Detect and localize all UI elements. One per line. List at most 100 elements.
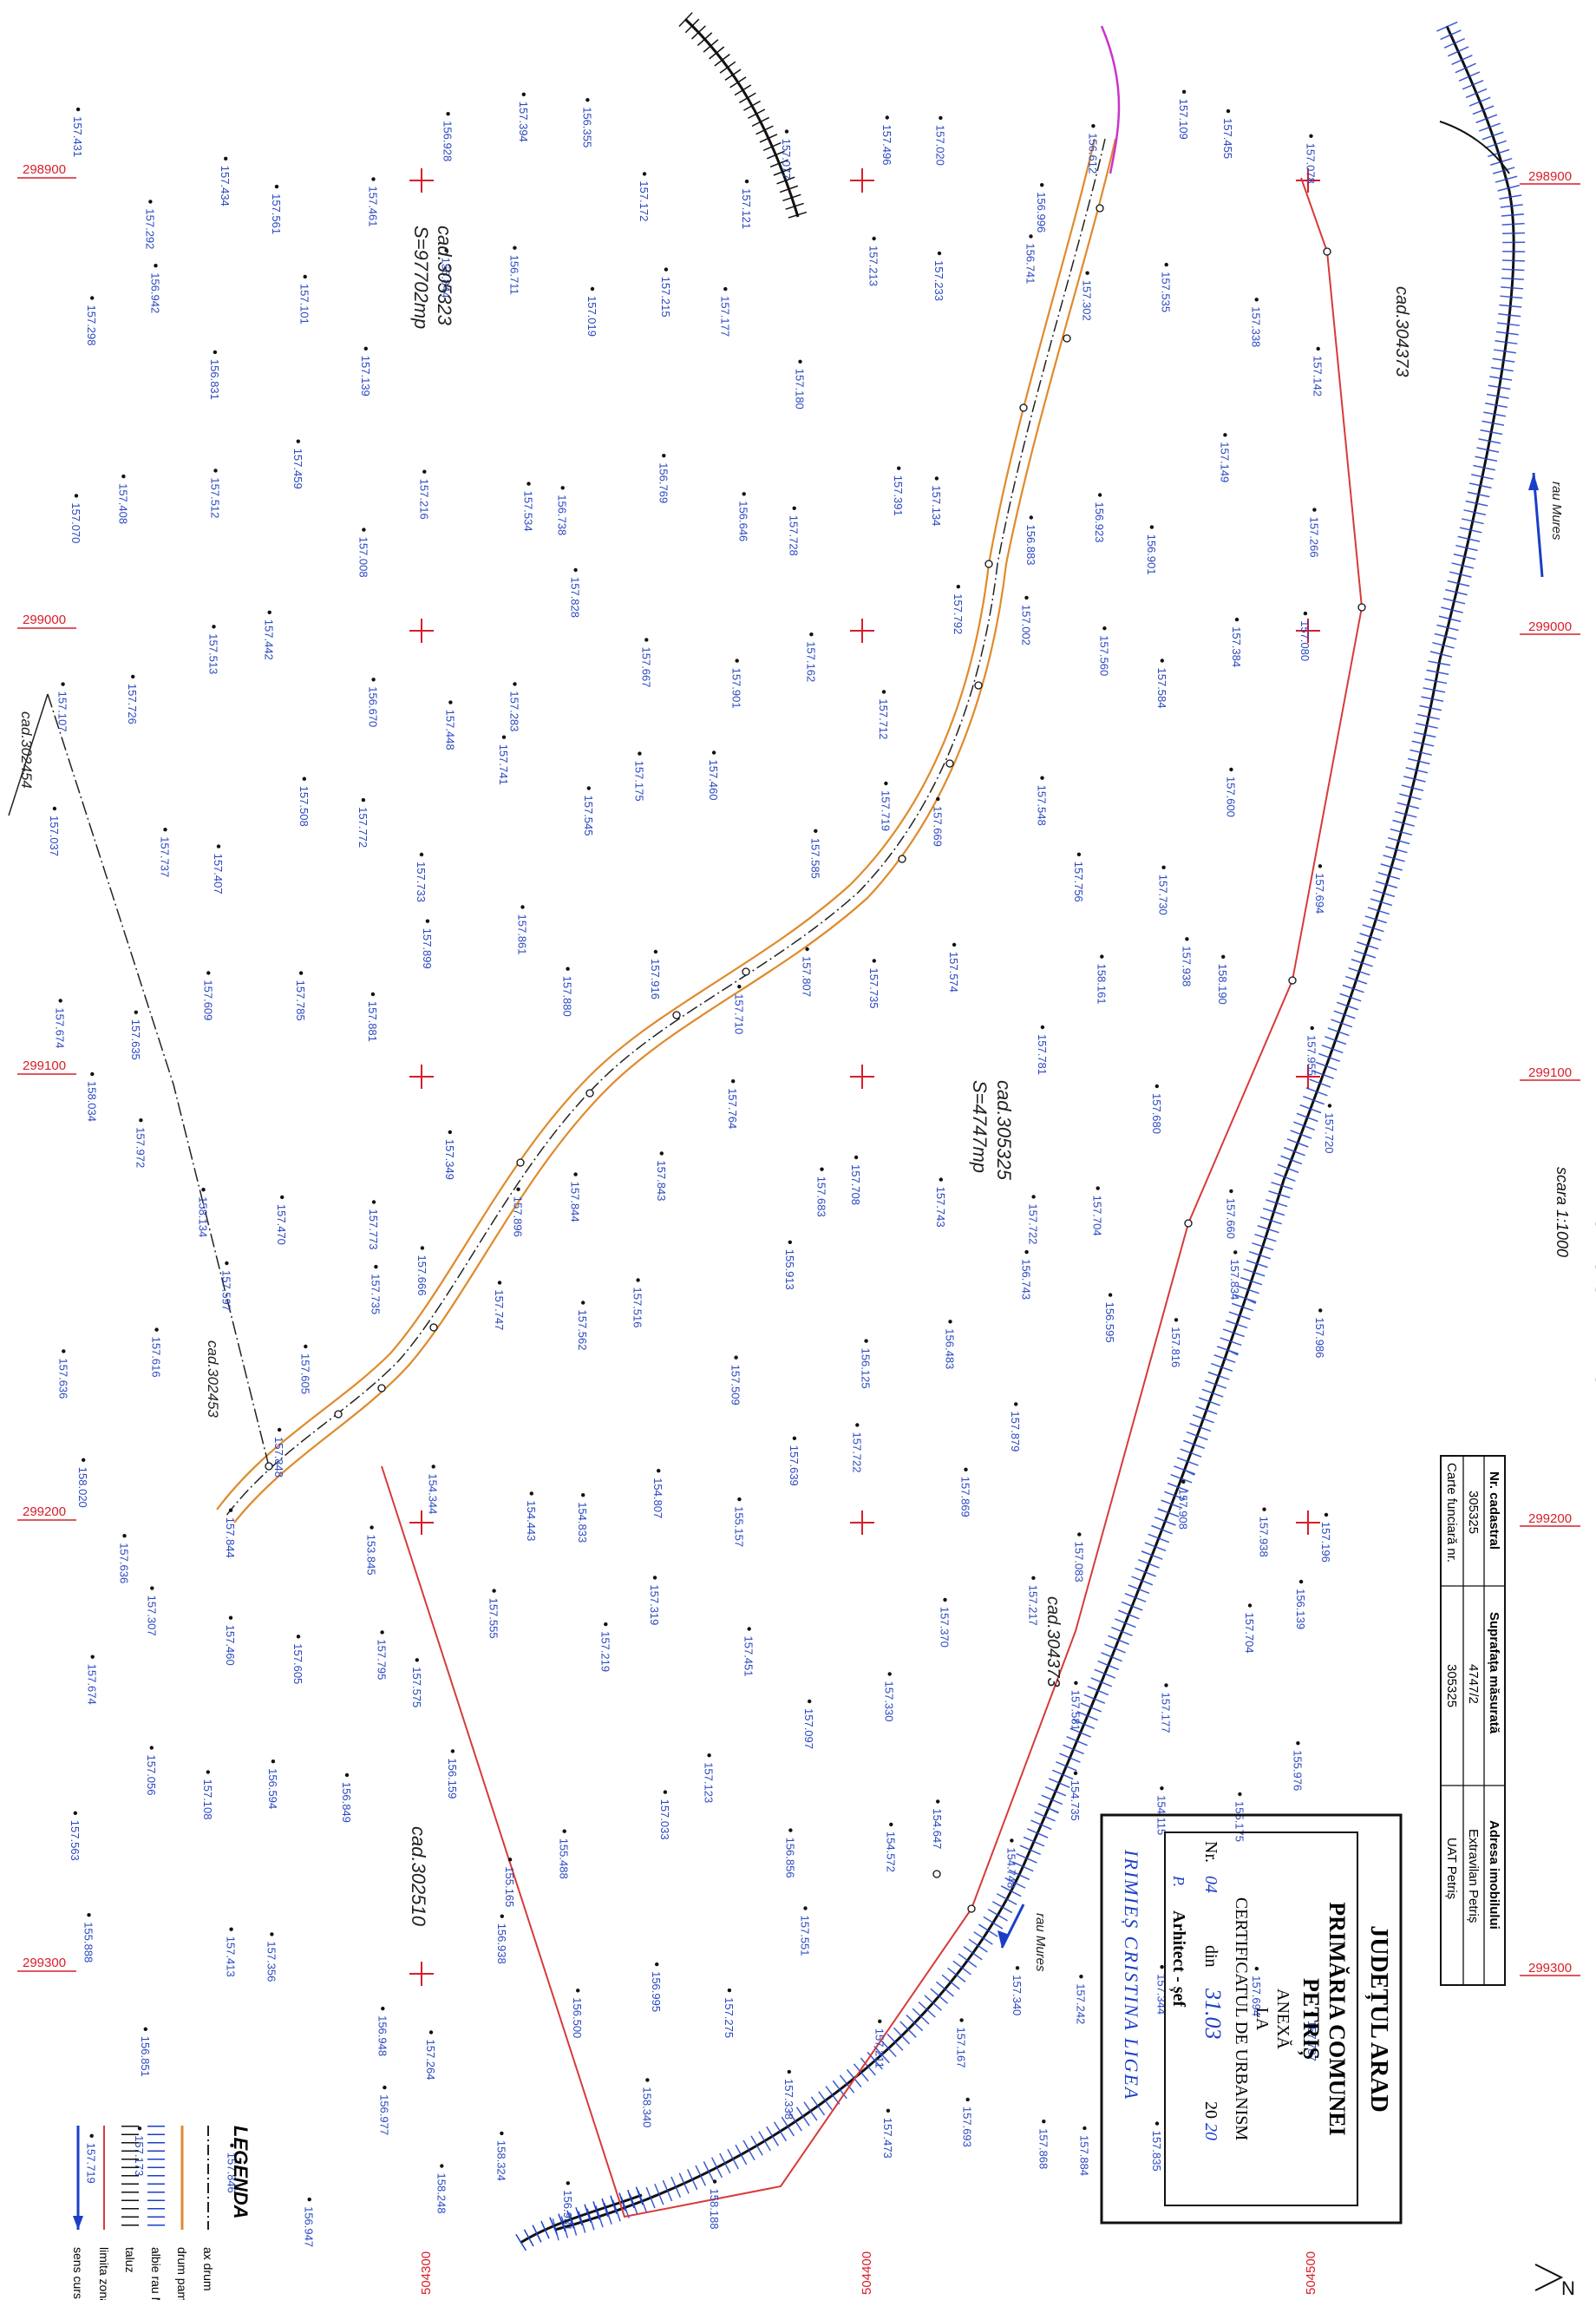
parcel-area: S=4747mp [969, 1080, 991, 1173]
elevation-value: 157.534 [522, 491, 535, 532]
elevation-value: 157.747 [493, 1289, 506, 1330]
elevation-value: 157.712 [877, 698, 890, 739]
svg-text:N: N [1561, 2277, 1575, 2299]
elevation-dot [1154, 2121, 1160, 2126]
elevation-dot [742, 492, 746, 496]
elevation-value: 156.355 [580, 107, 593, 147]
elevation-value: 156.928 [442, 121, 455, 161]
elevation-dot [1296, 1741, 1300, 1746]
elevation-dot [566, 2181, 570, 2185]
elevation-dot [74, 494, 79, 498]
elevation-dot [734, 1355, 738, 1360]
elevation-dot [154, 264, 158, 268]
elevation-value: 157.560 [1097, 635, 1110, 676]
parcel-boundary [47, 693, 270, 1467]
elevation-dot [163, 828, 167, 832]
elevation-dot [1226, 108, 1231, 114]
elevation-value: 154.443 [525, 1500, 538, 1541]
elevation-dot [302, 776, 306, 781]
stamp-county: JUDEȚUL ARAD [1364, 1925, 1392, 2112]
elevation-value: 157.843 [655, 1160, 668, 1201]
slope-fragment [1439, 121, 1510, 174]
elevation-value: 157.908 [1176, 1489, 1189, 1530]
elevation-value: 154.735 [1069, 1780, 1082, 1821]
elevation-value: 156.500 [571, 1997, 584, 2038]
parcel-area: S=97702mp [410, 226, 432, 329]
elevation-dot [581, 1493, 585, 1497]
elevation-dot [1254, 1966, 1259, 1971]
elevation-value: 156.738 [556, 495, 569, 535]
elevation-value: 157.139 [359, 356, 372, 396]
elevation-dot [420, 1246, 425, 1250]
elevation-value: 157.470 [275, 1204, 288, 1245]
elevation-dot [864, 1339, 868, 1343]
elevation-value: 155.157 [732, 1506, 745, 1547]
elevation-value: 157.669 [931, 806, 944, 847]
elevation-value: 157.344 [1155, 1974, 1168, 2015]
elevation-dot [1083, 2126, 1087, 2131]
elevation-value: 157.356 [265, 1941, 278, 1982]
parcel-cad: cad.302453 [205, 1340, 221, 1418]
table-header: Adresa imobilului [1487, 1820, 1501, 1930]
elevation-value: 157.869 [959, 1477, 972, 1517]
elevation-value: 157.083 [1072, 1542, 1085, 1582]
elevation-value: 156.856 [783, 1838, 796, 1878]
elevation-value: 158.248 [435, 2173, 448, 2214]
elevation-dot [1076, 852, 1082, 856]
elevation-value: 157.123 [703, 1762, 716, 1803]
elevation-value: 157.881 [366, 1001, 379, 1042]
elevation-value: 157.461 [367, 187, 380, 227]
elevation-value: 157.070 [69, 502, 82, 543]
elevation-value: 157.283 [508, 691, 521, 731]
elevation-dot [1031, 1195, 1036, 1199]
river-label: rau Mures [1033, 1913, 1048, 1972]
elevation-value: 157.473 [881, 2118, 894, 2159]
elevation-dot [566, 967, 570, 971]
elevation-value: 157.896 [512, 1196, 525, 1237]
elevation-value: 157.101 [298, 284, 311, 324]
elevation-value: 157.795 [376, 1639, 389, 1680]
elevation-dot [90, 1071, 95, 1077]
elevation-value: 157.196 [1319, 1522, 1332, 1563]
elevation-dot [652, 1576, 657, 1580]
elevation-value: 157.955 [1305, 1035, 1318, 1076]
elevation-value: 157.516 [631, 1288, 644, 1328]
elevation-dot [492, 1589, 496, 1593]
elevation-dot [73, 1811, 78, 1815]
elevation-dot [798, 359, 802, 364]
elevation-dot [374, 1264, 378, 1269]
elevation-dot [604, 1622, 608, 1627]
elevation-dot [1091, 124, 1096, 128]
elevation-value: 157.710 [732, 993, 745, 1034]
elevation-dot [520, 905, 525, 909]
elevation-dot [1318, 1308, 1323, 1313]
elevation-value: 155.488 [558, 1838, 571, 1879]
elevation-dot [642, 172, 647, 176]
elevation-value: 156.977 [377, 2094, 390, 2135]
elevation-dot [513, 682, 517, 686]
elevation-dot [1077, 1532, 1082, 1537]
elevation-value: 157.884 [1077, 2135, 1090, 2176]
elevation-value: 157.636 [56, 1358, 69, 1399]
elevation-dot [296, 439, 300, 443]
elevation-dot [737, 985, 742, 989]
elevation-value: 157.391 [892, 475, 905, 516]
elevation-value: 157.080 [1298, 620, 1311, 661]
elevation-value: 157.056 [145, 1755, 158, 1796]
elevation-value: 157.384 [1230, 626, 1243, 667]
elevation-dot [948, 1320, 952, 1324]
parcel-cad: cad.304373 [1043, 1596, 1063, 1687]
elevation-value: 157.844 [224, 1517, 237, 1558]
elevation-value: 157.172 [638, 180, 651, 221]
elevation-value: 157.722 [850, 1432, 863, 1473]
elevation-dot [1181, 89, 1187, 95]
elevation-value: 157.787 [1305, 2021, 1318, 2061]
elevation-value: 154.647 [931, 1808, 944, 1849]
elevation-dot [784, 129, 789, 134]
elevation-dot [431, 1465, 435, 1469]
elevation-dot [1223, 433, 1227, 437]
elevation-dot [497, 1281, 502, 1285]
elevation-dot [1238, 1792, 1242, 1797]
river-bank-hatch [552, 21, 1526, 2241]
